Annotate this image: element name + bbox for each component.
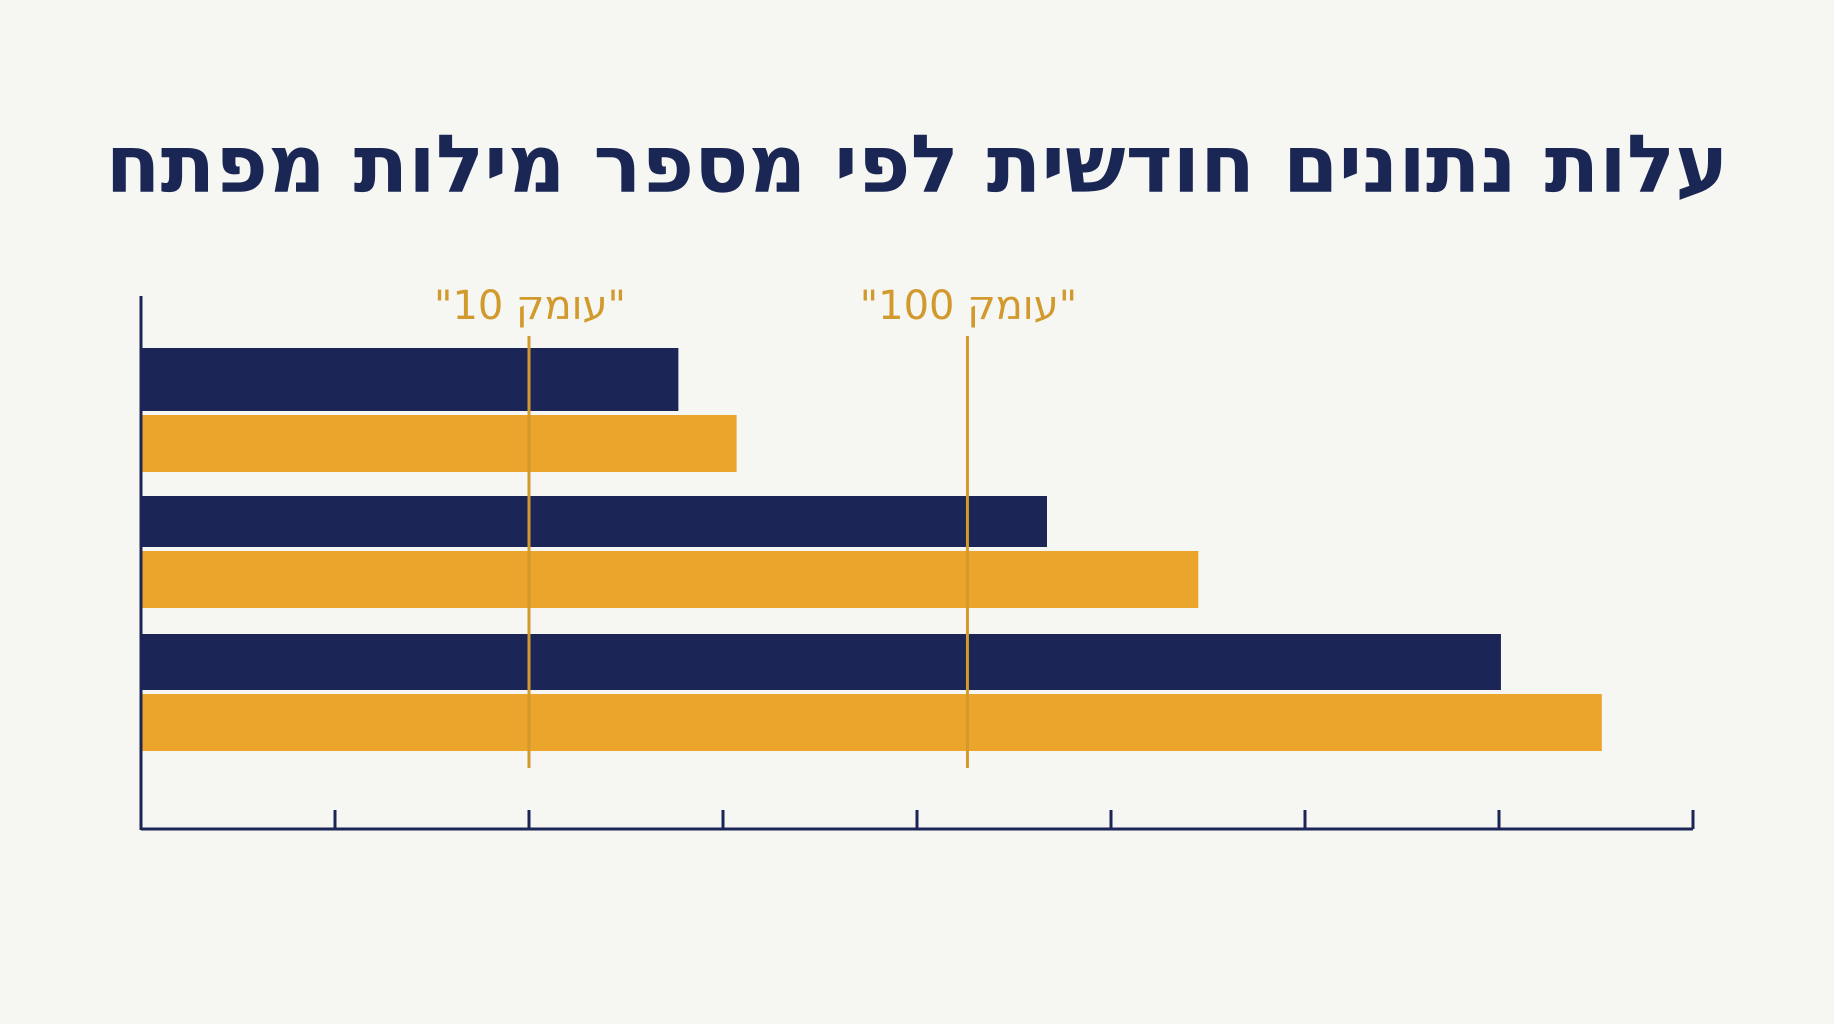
reference-label-1: "עומק 10"	[434, 283, 626, 329]
bar-1-2	[141, 496, 1047, 547]
bar-2-2	[141, 551, 1199, 608]
bar-1-3	[141, 634, 1501, 690]
reference-label-2: "עומק 100"	[860, 283, 1077, 329]
chart-title: עלות נתונים חודשית לפי מספר מילות מפתח	[105, 118, 1729, 211]
bar-2-3	[141, 694, 1602, 751]
bar-2-1	[141, 415, 737, 472]
bar-1-1	[141, 348, 679, 411]
